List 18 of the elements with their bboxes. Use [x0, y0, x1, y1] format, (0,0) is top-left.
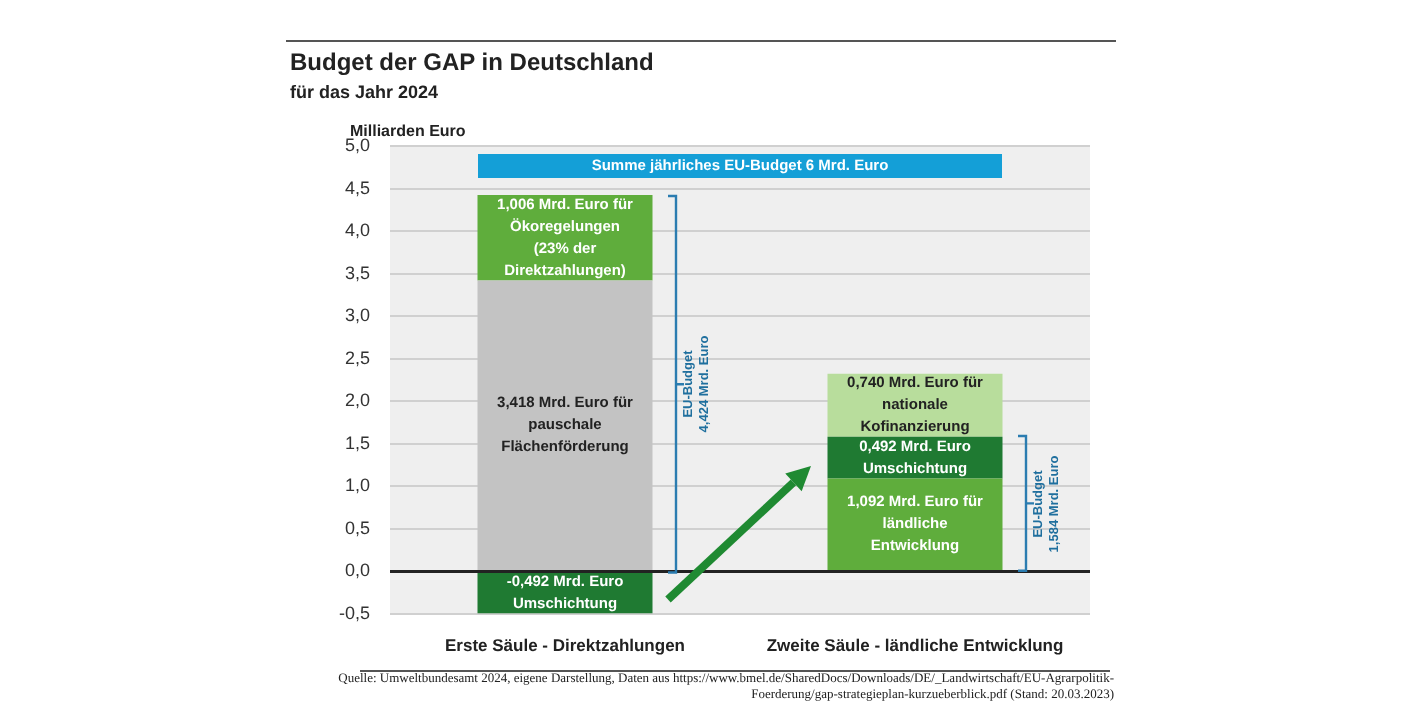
y-tick-label: -0,5 [338, 602, 370, 623]
y-tick-label: 1,0 [344, 475, 370, 496]
y-tick-label: 2,5 [344, 347, 370, 368]
y-tick-label: 4,0 [344, 220, 370, 241]
y-tick-label: 1,5 [344, 432, 370, 453]
y-tick-label: 3,5 [344, 262, 370, 283]
y-tick-label: 2,0 [344, 390, 370, 411]
chart-subtitle: für das Jahr 2024 [290, 82, 439, 102]
x-tick-label: Erste Säule - Direktzahlungen [445, 634, 685, 655]
bar [477, 280, 653, 570]
y-tick-label: 0,5 [344, 517, 370, 538]
chart-title: Budget der GAP in Deutschland [290, 48, 654, 76]
y-axis-title: Milliarden Euro [350, 122, 466, 140]
y-tick-label: 3,0 [344, 305, 370, 326]
y-tick-label: 4,5 [344, 177, 370, 198]
x-tick-label: Zweite Säule - ländliche Entwicklung [766, 634, 1064, 655]
y-tick-label: 5,0 [344, 134, 370, 155]
y-tick-label: 0,0 [344, 560, 370, 581]
